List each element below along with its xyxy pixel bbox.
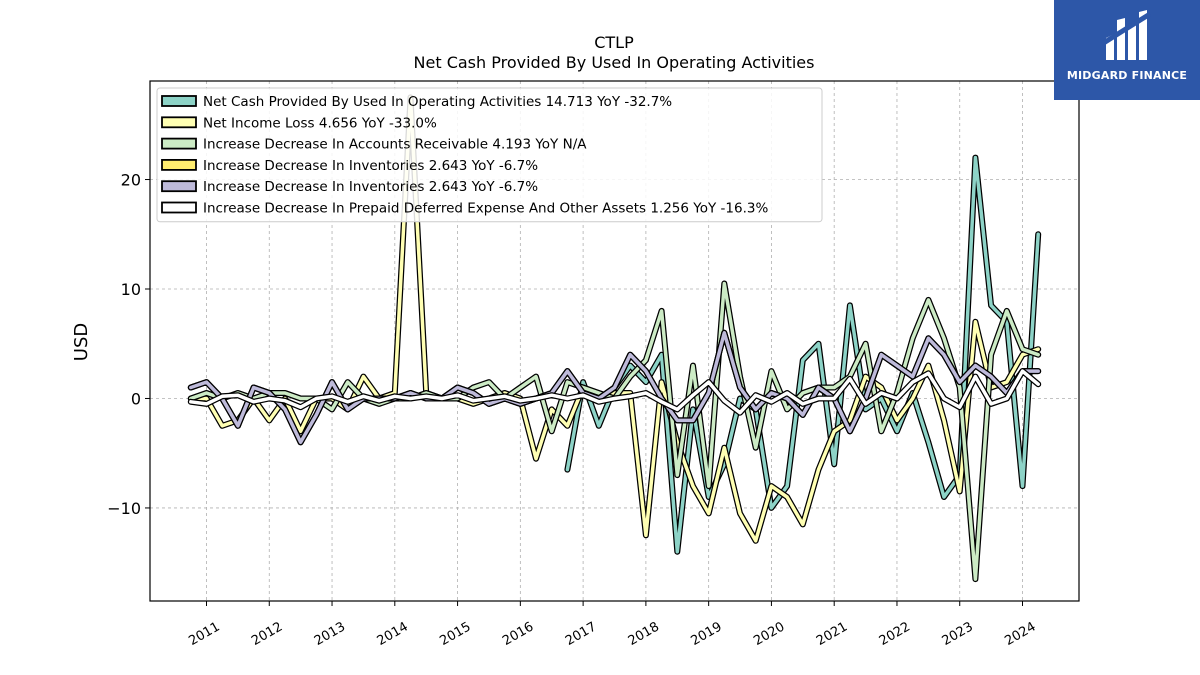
x-tick-label: 2019 [688,619,724,649]
chart-subtitle: Net Cash Provided By Used In Operating A… [414,53,815,72]
plot-frame [149,80,1080,602]
logo-text: MIDGARD FINANCE [1066,69,1188,82]
x-tick-label: 2013 [312,619,348,649]
x-tick-label: 2018 [626,619,662,649]
x-tick-label: 2022 [877,619,913,649]
series-outline-2 [187,280,1042,583]
midgard-logo-icon [1100,10,1152,60]
legend-label: Net Cash Provided By Used In Operating A… [203,94,672,110]
series-line-4 [189,331,1040,445]
y-tick-label: 20 [121,171,141,190]
y-axis-label: USD [71,323,92,361]
legend-swatch [161,158,197,171]
legend-swatch [161,116,197,129]
legend-swatch [161,201,197,214]
legend-label: Net Income Loss 4.656 YoY -33.0% [203,115,437,131]
legend-label: Increase Decrease In Accounts Receivable… [203,137,587,153]
x-tick-label: 2021 [814,619,850,649]
midgard-finance-logo: MIDGARD FINANCE [1054,0,1200,100]
x-tick-label: 2024 [1002,619,1038,649]
x-tick-label: 2015 [437,619,473,649]
x-tick-label: 2016 [500,619,536,649]
y-tick-label: 10 [121,280,141,299]
legend: Net Cash Provided By Used In Operating A… [156,87,823,223]
legend-label: Increase Decrease In Inventories 2.643 Y… [203,158,538,174]
y-tick-label: −10 [107,499,141,518]
legend-swatch [161,95,197,107]
series-lines [187,94,1042,583]
x-tick-label: 2017 [563,619,599,649]
x-tick-label: 2011 [186,619,222,649]
legend-swatch [161,137,197,150]
x-tick-label: 2020 [751,619,787,649]
legend-box [156,87,823,223]
legend-swatch [161,180,197,193]
chart-title: CTLP [594,33,634,52]
legend-label: Increase Decrease In Prepaid Deferred Ex… [203,201,768,217]
x-tick-label: 2014 [375,619,411,649]
x-tick-label: 2023 [940,619,976,649]
series-line-2 [189,281,1040,581]
x-tick-label: 2012 [249,619,285,649]
series-line-5 [189,369,1040,415]
legend-label: Increase Decrease In Inventories 2.643 Y… [203,179,538,195]
y-tick-label: 0 [131,389,141,408]
